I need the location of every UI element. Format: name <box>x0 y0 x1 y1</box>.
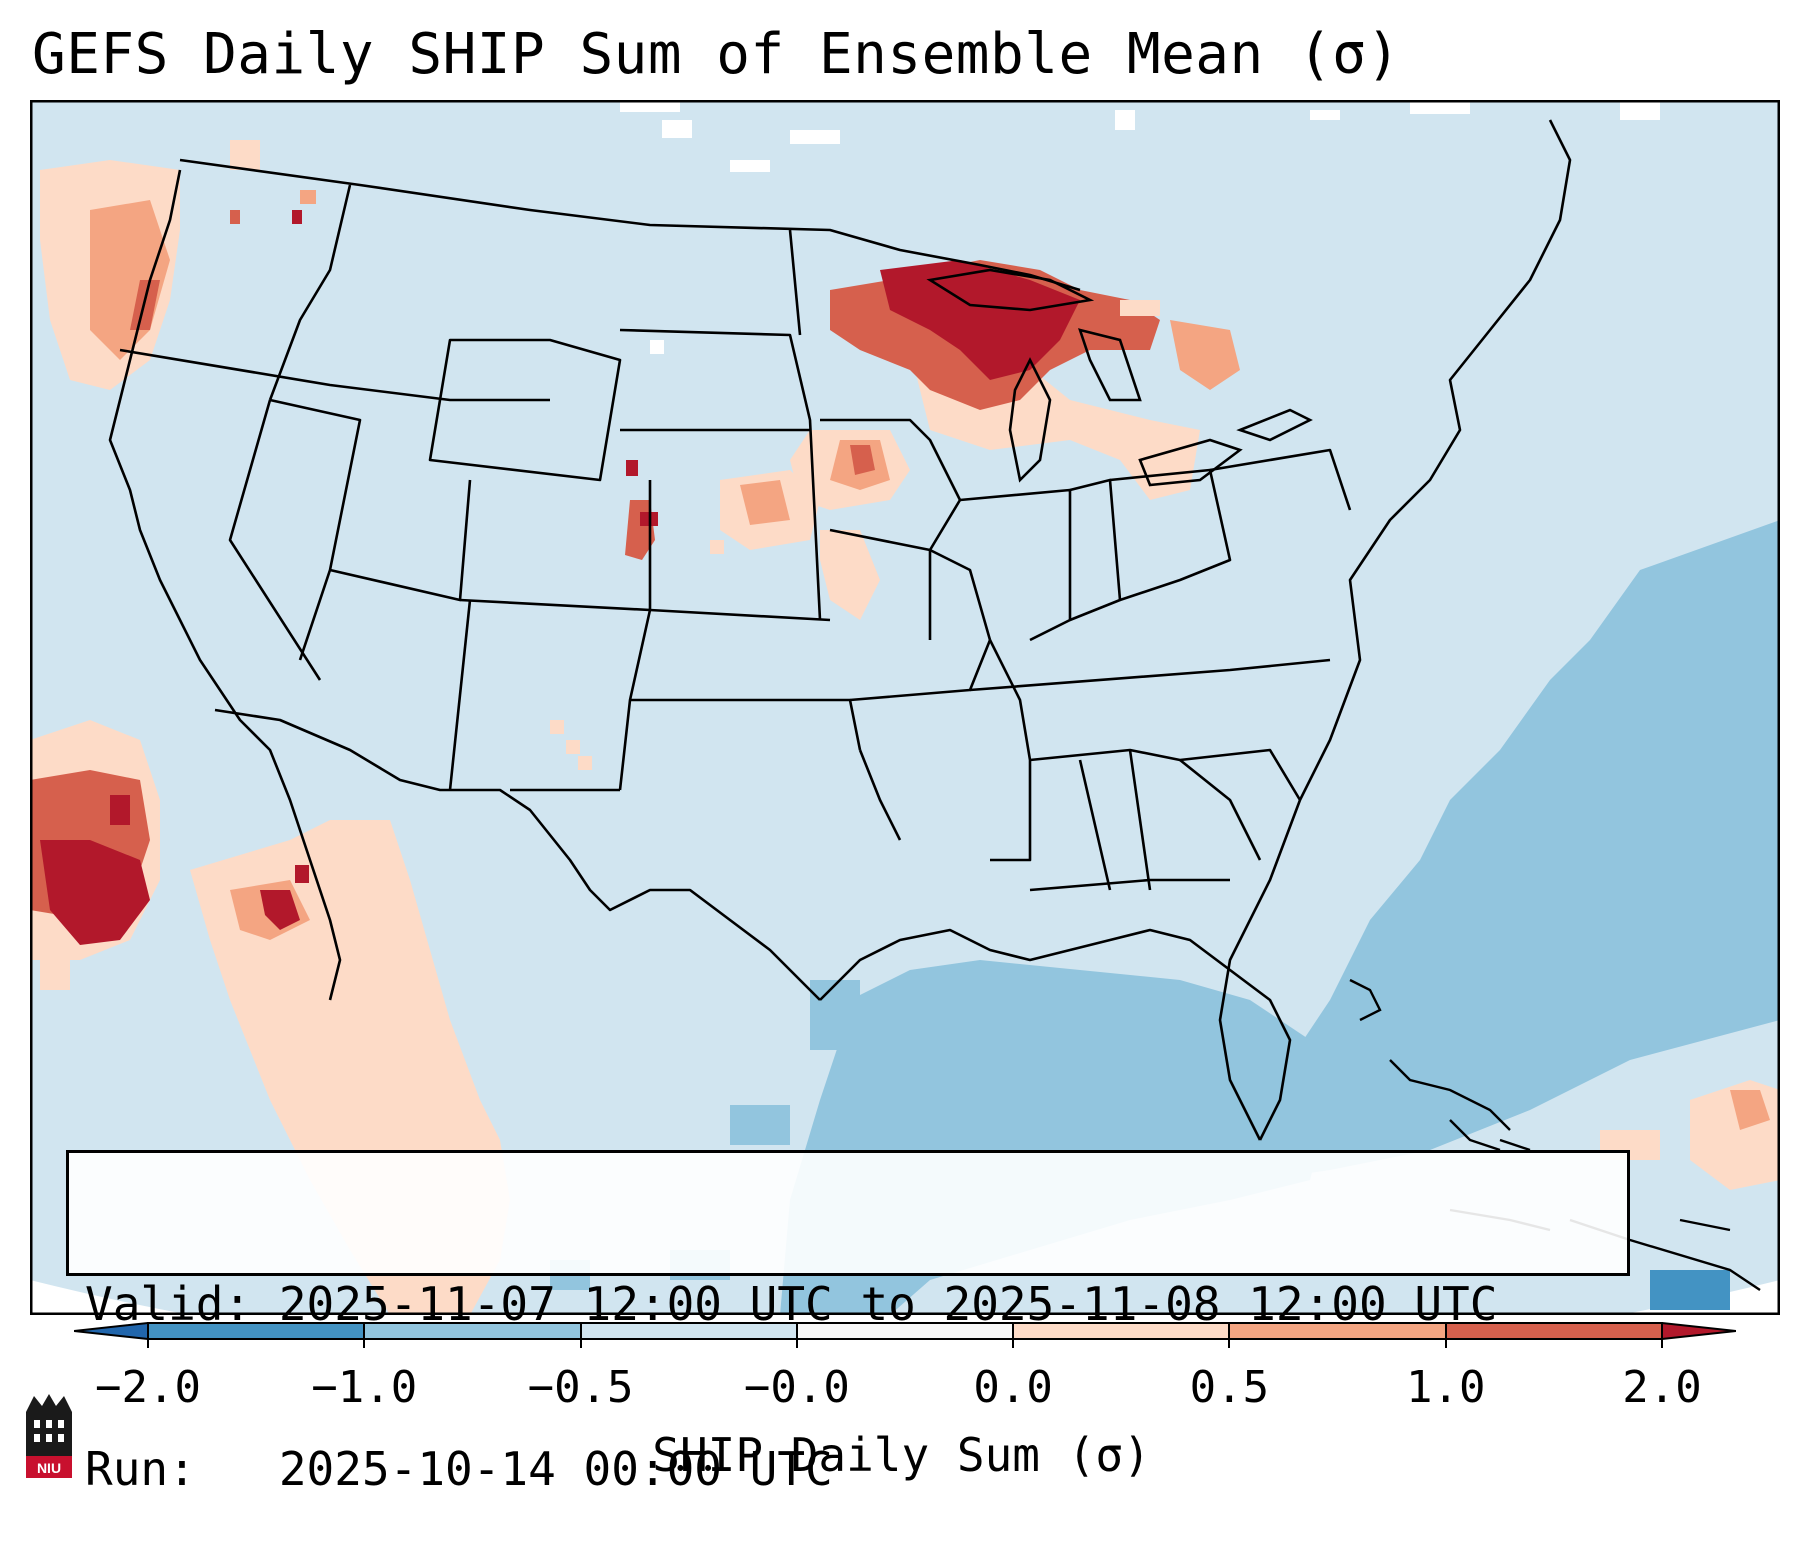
no-data-patches-north <box>620 100 1660 354</box>
colorbar-tick-mark <box>1228 1322 1231 1348</box>
colorbar-tick-mark <box>1012 1322 1015 1348</box>
positive-anomaly-great-lakes <box>830 260 1240 500</box>
state-boundaries <box>108 119 1572 1141</box>
colorbar-segment <box>1229 1323 1447 1339</box>
colorbar-segment <box>148 1323 365 1339</box>
colorbar-tick-label: −0.5 <box>527 1362 634 1413</box>
colorbar-segment <box>580 1323 798 1339</box>
colorbar-segment <box>364 1323 582 1339</box>
logo-text: NIU <box>37 1460 61 1476</box>
validity-info-box: Valid: 2025-11-07 12:00 UTC to 2025-11-0… <box>66 1150 1630 1496</box>
colorbar-tick-label: 0.5 <box>1189 1362 1270 1413</box>
map-svg <box>30 100 1780 1315</box>
positive-anomaly-colorado <box>550 460 658 770</box>
positive-anomaly-pacific-nw <box>40 140 316 390</box>
colorbar-tick-label: −1.0 <box>311 1362 418 1413</box>
colorbar-segment <box>1013 1323 1230 1339</box>
colorbar-tick-label: 0.0 <box>973 1362 1053 1413</box>
colorbar-tick-mark <box>1661 1322 1663 1348</box>
colorbar-tick-mark <box>363 1322 366 1348</box>
colorbar-tick-mark <box>579 1322 582 1348</box>
colorbar-tick-label: −2.0 <box>95 1362 201 1413</box>
colorbar-tick-label: 2.0 <box>1622 1362 1702 1413</box>
no-data-corner-right <box>1620 1280 1780 1315</box>
colorbar-tick-mark <box>147 1322 149 1348</box>
colorbar-extend-low <box>74 1323 148 1339</box>
colorbar <box>74 1322 1736 1340</box>
niu-logo: NIU <box>26 1394 72 1478</box>
chart-title: GEFS Daily SHIP Sum of Ensemble Mean (σ) <box>32 22 1401 87</box>
colorbar-segment <box>796 1323 1014 1339</box>
great-lakes <box>926 268 1313 487</box>
colorbar-extend-high <box>1662 1323 1736 1339</box>
colorbar-tick-mark <box>1444 1322 1447 1348</box>
positive-anomaly-central-plains <box>710 430 910 620</box>
strong-negative-patch <box>1650 1270 1730 1310</box>
map-panel <box>30 100 1780 1315</box>
colorbar-tick-mark <box>795 1322 798 1348</box>
colorbar-tick-label: −0.0 <box>743 1362 850 1413</box>
colorbar-tick-label: 1.0 <box>1405 1362 1486 1413</box>
colorbar-label: SHIP Daily Sum (σ) <box>652 1428 1151 1482</box>
positive-anomaly-caribbean <box>1600 1080 1780 1190</box>
no-data-corner-left <box>30 1280 190 1315</box>
map-border <box>30 100 1780 1315</box>
run-time-text: Run: 2025-10-14 00:00 UTC <box>85 1442 833 1496</box>
colorbar-segments <box>74 1323 1736 1339</box>
colorbar-segment <box>1445 1323 1663 1339</box>
